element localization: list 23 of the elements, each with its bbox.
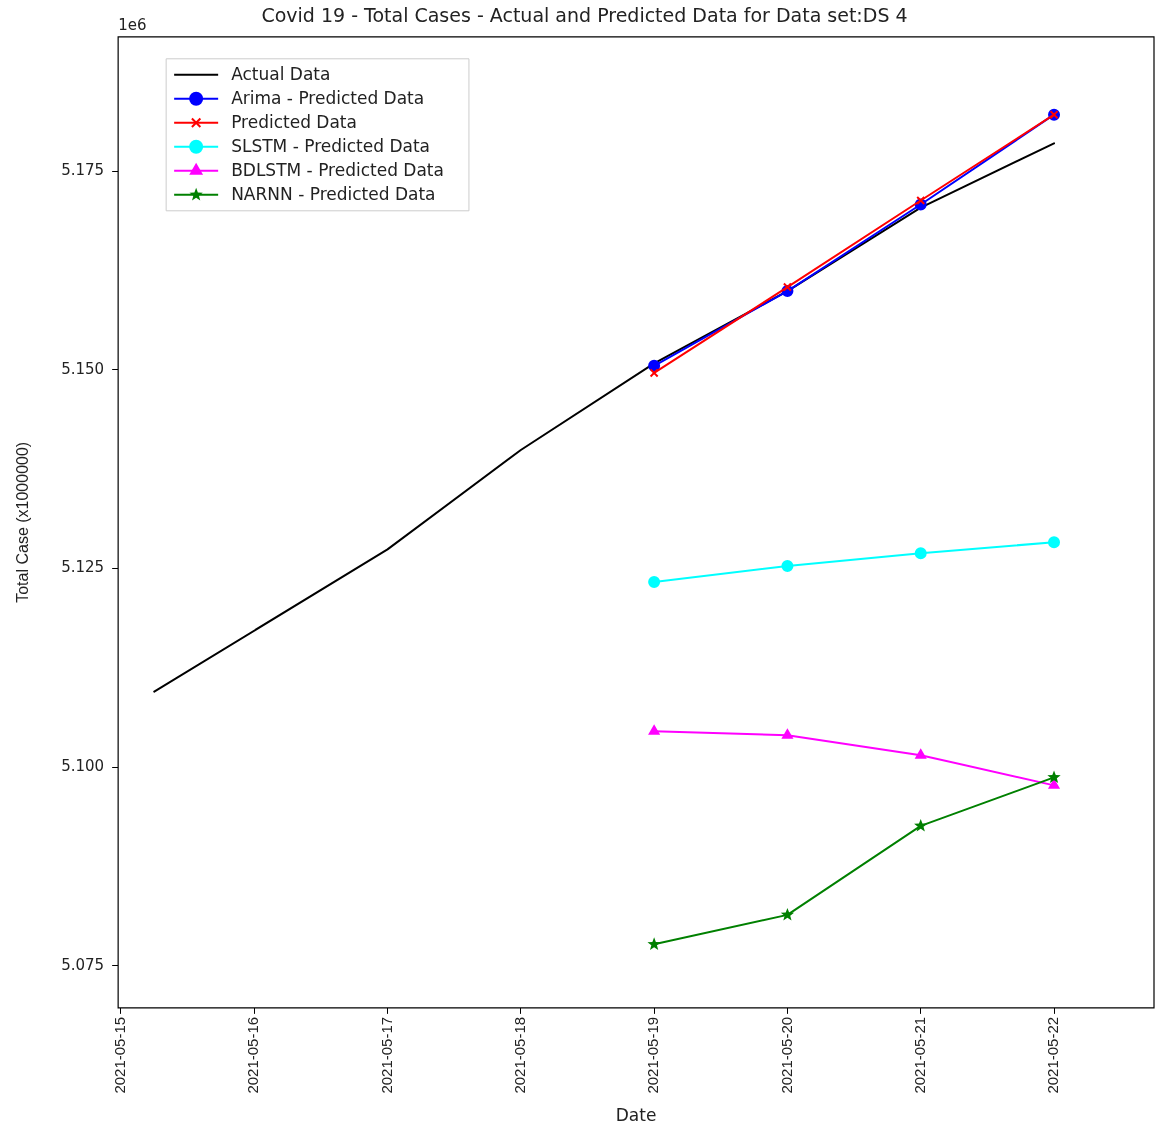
x-axis-title: Date — [615, 1105, 657, 1126]
y-tick-label: 5.150 — [61, 359, 105, 378]
x-tick-label: 2021-05-22 — [1044, 1016, 1062, 1094]
x-tick-label: 2021-05-19 — [644, 1016, 662, 1094]
y-axis-title: Total Case (x1000000) — [14, 441, 32, 603]
x-tick-label: 2021-05-17 — [377, 1016, 395, 1094]
y-tick-label: 5.100 — [61, 756, 105, 775]
legend-label: Predicted Data — [231, 112, 357, 133]
y-tick-label: 5.075 — [61, 955, 105, 974]
legend-label: BDLSTM - Predicted Data — [231, 160, 444, 181]
legend-label: Actual Data — [231, 64, 331, 85]
legend-label: SLSTM - Predicted Data — [231, 136, 430, 157]
x-tick-label: 2021-05-15 — [111, 1016, 129, 1094]
x-tick-label: 2021-05-21 — [910, 1016, 928, 1094]
x-tick-label: 2021-05-16 — [244, 1016, 262, 1094]
y-tick-label: 5.125 — [61, 558, 105, 577]
x-tick-label: 2021-05-20 — [777, 1016, 795, 1094]
chart-title: Covid 19 - Total Cases - Actual and Predicted Data for Data set:DS 4 — [261, 4, 908, 27]
x-tick-label: 2021-05-18 — [510, 1016, 528, 1094]
legend-label: NARNN - Predicted Data — [231, 184, 436, 205]
legend-label: Arima - Predicted Data — [231, 88, 425, 109]
text: 1e6 — [118, 16, 147, 35]
y-tick-label: 5.175 — [61, 160, 105, 179]
